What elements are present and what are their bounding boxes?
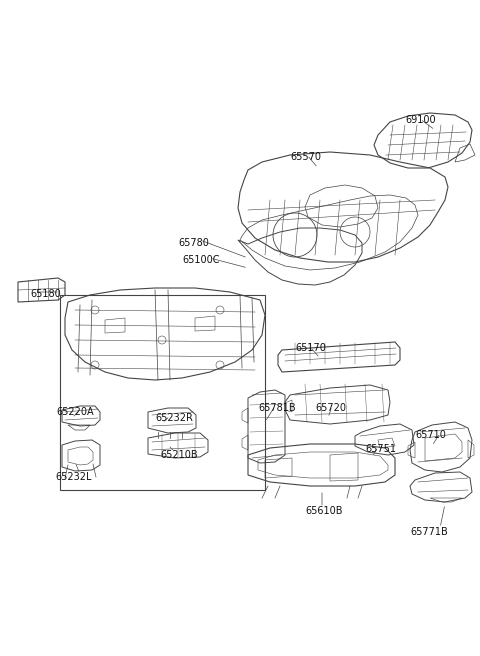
Text: 65781B: 65781B bbox=[258, 403, 296, 413]
Text: 65570: 65570 bbox=[290, 152, 321, 162]
Text: 65220A: 65220A bbox=[56, 407, 94, 417]
Text: 65232L: 65232L bbox=[55, 472, 92, 482]
Text: 65232R: 65232R bbox=[155, 413, 193, 423]
Text: 65751: 65751 bbox=[365, 444, 396, 454]
Text: 65170: 65170 bbox=[295, 343, 326, 353]
Text: 65100C: 65100C bbox=[182, 255, 219, 265]
Text: 69100: 69100 bbox=[405, 115, 436, 125]
Text: 65210B: 65210B bbox=[160, 450, 198, 460]
Text: 65720: 65720 bbox=[315, 403, 346, 413]
Bar bbox=[60, 295, 265, 490]
Text: 65610B: 65610B bbox=[305, 506, 343, 516]
Text: 65710: 65710 bbox=[415, 430, 446, 440]
Text: 65180: 65180 bbox=[30, 289, 61, 299]
Text: 65771B: 65771B bbox=[410, 527, 448, 537]
Text: 65780: 65780 bbox=[178, 238, 209, 248]
